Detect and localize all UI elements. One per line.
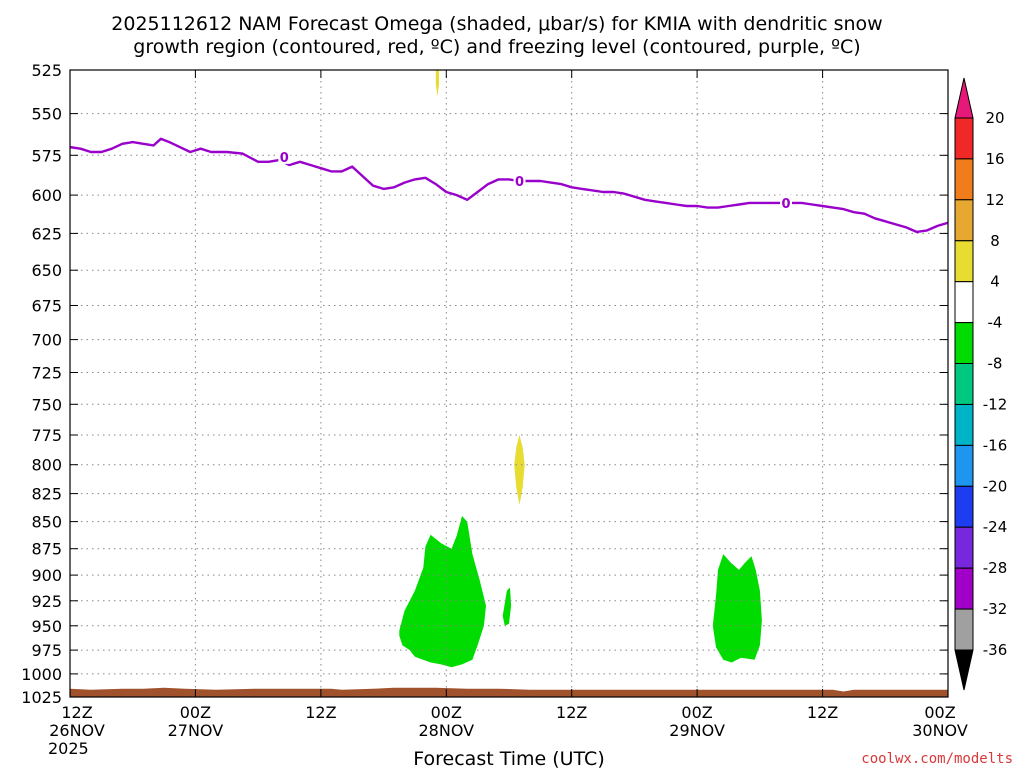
colorbar-swatch xyxy=(954,404,974,446)
colorbar-label: -28 xyxy=(983,559,1008,577)
colorbar-label: -32 xyxy=(983,600,1008,618)
colorbar-swatch xyxy=(954,199,974,242)
colorbar-label: 16 xyxy=(985,150,1004,168)
y-tick-label: 575 xyxy=(31,146,62,165)
colorbar-label: -8 xyxy=(988,355,1003,373)
colorbar: 20 16 12 8 4 -4 -8 -12 -16 -20 -24 -28 -32 -36 xyxy=(954,77,1008,691)
y-tick-label: 550 xyxy=(31,105,62,124)
colorbar-label: 20 xyxy=(985,109,1004,127)
y-tick-label: 675 xyxy=(31,297,62,316)
colorbar-label: 8 xyxy=(990,232,1000,250)
x-tick-label: 30NOV xyxy=(912,721,968,740)
colorbar-label: 12 xyxy=(985,191,1004,209)
green-region-2 xyxy=(502,587,512,626)
y-tick-label: 625 xyxy=(31,224,62,243)
y-tick-label: 900 xyxy=(31,566,62,585)
x-tick-label: 26NOV xyxy=(49,721,105,740)
x-tick-label: 00Z xyxy=(924,703,955,722)
colorbar-top-arrow xyxy=(954,77,974,119)
x-tick-label: 27NOV xyxy=(168,721,224,740)
yellow-region-1 xyxy=(514,435,525,505)
x-tick-label: 12Z xyxy=(556,703,587,722)
plot-frame xyxy=(69,69,949,698)
colorbar-swatch xyxy=(954,608,974,651)
y-tick-label: 750 xyxy=(31,395,62,414)
colorbar-swatch xyxy=(954,240,974,283)
colorbar-swatch xyxy=(954,485,974,528)
yellow-region-2 xyxy=(435,70,439,97)
colorbar-swatch xyxy=(954,158,974,201)
y-axis: 525 550 575 600 625 650 675 700 725 750 775 800 825 8… xyxy=(21,61,948,707)
colorbar-label: -16 xyxy=(983,436,1008,454)
colorbar-label: -4 xyxy=(988,314,1003,332)
freezing-level-line xyxy=(70,137,948,234)
x-tick-label: 00Z xyxy=(431,703,462,722)
x-tick-label: 28NOV xyxy=(419,721,475,740)
y-tick-label: 725 xyxy=(31,364,62,383)
colorbar-swatch xyxy=(954,526,974,569)
freezing-level-label: 0 xyxy=(781,197,790,212)
x-tick-label: 00Z xyxy=(180,703,211,722)
chart-title-line-2: growth region (contoured, red, ºC) and f… xyxy=(133,36,860,58)
colorbar-swatch xyxy=(954,281,974,324)
colorbar-bottom-arrow xyxy=(954,649,974,691)
y-tick-label: 1025 xyxy=(21,688,62,707)
y-tick-label: 700 xyxy=(31,331,62,350)
freezing-label-bg xyxy=(513,173,526,188)
surface-terrain-fill xyxy=(70,687,948,697)
freezing-label-bg xyxy=(780,194,792,210)
freezing-label-bg xyxy=(278,148,291,164)
grid-lines xyxy=(69,69,949,698)
y-tick-label: 875 xyxy=(31,540,62,559)
y-tick-label: 800 xyxy=(31,456,62,475)
colorbar-swatch xyxy=(954,444,974,487)
credit-text: coolwx.com/modelts xyxy=(861,751,1013,767)
freezing-level-contour: 0 0 0 xyxy=(70,137,948,234)
x-tick-label: 00Z xyxy=(681,703,712,722)
x-tick-label: 2025 xyxy=(48,739,89,758)
colorbar-swatch xyxy=(954,117,974,160)
colorbar-label: -12 xyxy=(983,396,1008,414)
colorbar-swatch xyxy=(954,567,974,610)
x-axis-title: Forecast Time (UTC) xyxy=(413,748,604,768)
y-tick-label: 825 xyxy=(31,485,62,504)
freezing-level-label: 0 xyxy=(280,151,289,166)
green-region-3 xyxy=(712,554,762,663)
freezing-level-label: 0 xyxy=(515,175,524,190)
colorbar-label: -36 xyxy=(983,641,1008,659)
y-tick-label: 975 xyxy=(31,641,62,660)
y-tick-label: 950 xyxy=(31,617,62,636)
colorbar-swatch xyxy=(954,363,974,405)
y-tick-label: 925 xyxy=(31,592,62,611)
colorbar-swatch xyxy=(954,322,974,365)
colorbar-label: 4 xyxy=(990,273,1000,291)
y-tick-label: 650 xyxy=(31,261,62,280)
x-tick-label: 12Z xyxy=(61,703,92,722)
x-tick-label: 12Z xyxy=(807,703,838,722)
chart-title-line-1: 2025112612 NAM Forecast Omega (shaded, μ… xyxy=(111,13,882,35)
y-tick-label: 775 xyxy=(31,426,62,445)
surface-terrain xyxy=(70,687,948,697)
green-region-1 xyxy=(399,516,486,668)
y-tick-label: 850 xyxy=(31,513,62,532)
colorbar-label: -24 xyxy=(983,518,1008,536)
x-tick-label: 12Z xyxy=(305,703,336,722)
x-tick-label: 29NOV xyxy=(669,721,725,740)
y-tick-label: 1000 xyxy=(21,665,62,684)
colorbar-label: -20 xyxy=(983,477,1008,495)
y-tick-label: 600 xyxy=(31,186,62,205)
omega-shading xyxy=(399,70,762,668)
y-tick-label: 525 xyxy=(31,61,62,80)
